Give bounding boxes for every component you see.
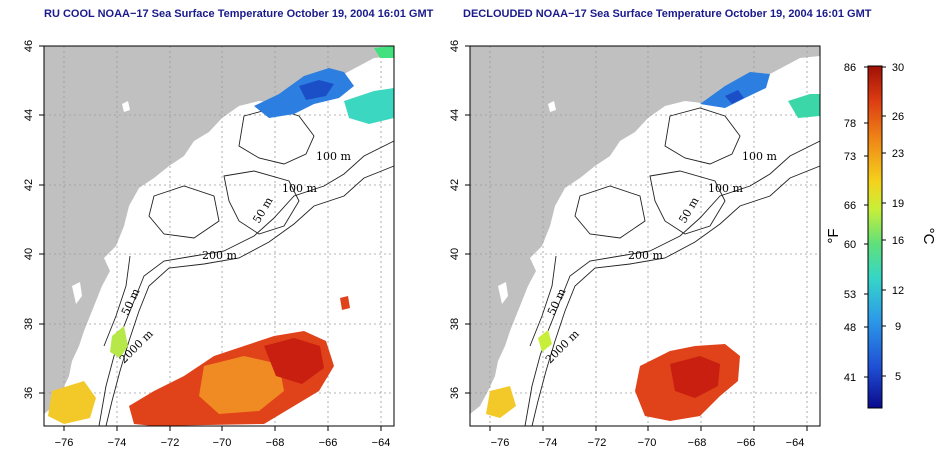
- y-tick-label: 38: [449, 318, 461, 330]
- axis-left: −76 −74 −72 −70 −68 −66 −64 36 38 40 42 …: [23, 40, 390, 449]
- x-tick-label: −70: [213, 437, 232, 449]
- contour-label: 100 m: [742, 150, 777, 163]
- colorbar-f-tick: 41: [844, 372, 856, 384]
- contour-label: 100 m: [708, 182, 743, 195]
- colorbar: 86 78 73 66 60 53 48 41 30 26 23 19 16 1…: [825, 62, 937, 409]
- map-title-left: RU COOL NOAA−17 Sea Surface Temperature …: [44, 8, 434, 20]
- colorbar-f-tick: 73: [844, 151, 856, 163]
- colorbar-c-tick: 26: [892, 111, 904, 123]
- y-tick-label: 36: [23, 387, 35, 399]
- map-title-right: DECLOUDED NOAA−17 Sea Surface Temperatur…: [463, 8, 872, 20]
- y-tick-label: 42: [449, 179, 461, 191]
- colorbar-c-tick: 9: [895, 321, 901, 333]
- colorbar-c-tick: 19: [892, 198, 904, 210]
- x-tick-label: −66: [737, 437, 756, 449]
- axis-right: −76 −74 −72 −70 −68 −66 −64 36 38 40 42 …: [449, 40, 808, 449]
- y-tick-label: 42: [23, 179, 35, 191]
- colorbar-f-unit: °F: [825, 228, 842, 243]
- colorbar-gradient: [867, 65, 883, 409]
- y-tick-label: 40: [23, 248, 35, 260]
- contour-label: 100 m: [282, 182, 317, 195]
- x-tick-label: −68: [688, 437, 707, 449]
- y-tick-label: 44: [23, 109, 35, 121]
- y-tick-label: 46: [23, 40, 35, 52]
- colorbar-c-tick: 23: [892, 148, 904, 160]
- x-tick-label: −64: [372, 437, 391, 449]
- sst-overlay-right: [486, 72, 820, 421]
- y-tick-label: 40: [449, 248, 461, 260]
- colorbar-c-tick: 30: [892, 62, 904, 74]
- y-tick-label: 36: [449, 387, 461, 399]
- contour-label: 100 m: [316, 150, 351, 163]
- x-tick-label: −76: [55, 437, 74, 449]
- colorbar-f-tick: 48: [844, 322, 856, 334]
- map-left: 100 m 100 m 50 m 200 m 50 m 2000 m: [43, 45, 395, 427]
- colorbar-f-tick: 53: [844, 289, 856, 301]
- contour-label: 200 m: [628, 249, 663, 262]
- x-tick-label: −68: [266, 437, 285, 449]
- y-tick-label: 46: [449, 40, 461, 52]
- x-tick-label: −72: [588, 437, 607, 449]
- map-right: 100 m 100 m 50 m 200 m 50 m 2000 m: [469, 45, 821, 427]
- x-tick-label: −74: [108, 437, 127, 449]
- sst-overlay-left: [48, 46, 394, 426]
- colorbar-c-tick: 5: [895, 371, 901, 383]
- y-tick-label: 44: [449, 109, 461, 121]
- x-tick-label: −76: [491, 437, 510, 449]
- x-tick-label: −72: [161, 437, 180, 449]
- colorbar-c-tick: 16: [892, 235, 904, 247]
- x-tick-label: −64: [786, 437, 805, 449]
- colorbar-f-tick: 60: [844, 239, 856, 251]
- colorbar-c-unit: °C: [920, 228, 937, 245]
- colorbar-f-tick: 78: [844, 118, 856, 130]
- x-tick-label: −70: [638, 437, 657, 449]
- colorbar-f-tick: 86: [844, 62, 856, 74]
- x-tick-label: −74: [539, 437, 558, 449]
- y-tick-label: 38: [23, 318, 35, 330]
- contour-label: 200 m: [202, 249, 237, 262]
- colorbar-f-tick: 66: [844, 200, 856, 212]
- x-tick-label: −66: [319, 437, 338, 449]
- colorbar-c-tick: 12: [892, 285, 904, 297]
